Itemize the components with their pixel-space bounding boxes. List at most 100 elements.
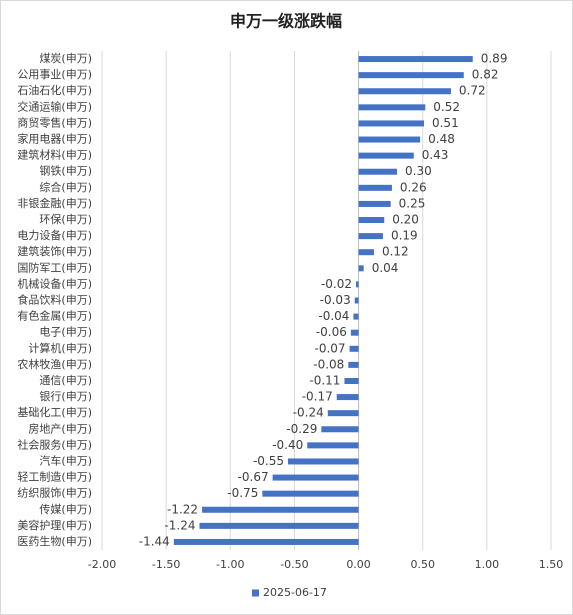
bar xyxy=(358,200,391,207)
y-tick-label: 交通运输(申万) xyxy=(17,99,92,113)
bar xyxy=(358,88,451,95)
bar xyxy=(358,104,426,111)
y-tick-label: 家用电器(申万) xyxy=(17,132,92,146)
bar xyxy=(350,329,359,336)
data-label: -1.44 xyxy=(139,534,170,548)
y-tick-label: 轻工制造(申万) xyxy=(17,470,92,484)
x-tick-label: -1.00 xyxy=(216,558,244,571)
y-tick-label: 美容护理(申万) xyxy=(17,518,92,532)
y-tick-label: 计算机(申万) xyxy=(28,341,92,355)
bar xyxy=(288,458,359,465)
y-tick-label: 建筑材料(申万) xyxy=(17,148,92,162)
x-tick-label: 0.00 xyxy=(346,558,371,571)
data-label: 0.26 xyxy=(400,180,427,194)
y-tick-label: 建筑装饰(申万) xyxy=(17,244,92,258)
data-label: 0.30 xyxy=(405,164,432,178)
data-label: 0.19 xyxy=(391,229,418,243)
y-tick-label: 环保(申万) xyxy=(39,212,92,226)
data-label: -0.03 xyxy=(320,293,351,307)
y-tick-label: 社会服务(申万) xyxy=(17,437,92,451)
bar xyxy=(354,297,359,304)
y-tick-label: 通信(申万) xyxy=(39,374,92,387)
data-label: -0.11 xyxy=(309,373,340,387)
data-label: 0.25 xyxy=(399,196,426,210)
legend-label: 2025-06-17 xyxy=(263,586,327,599)
bar xyxy=(262,490,359,497)
data-label: -1.24 xyxy=(164,518,195,532)
data-label: -1.22 xyxy=(167,502,198,516)
data-label: -0.40 xyxy=(272,438,303,452)
data-label: -0.04 xyxy=(318,309,349,323)
y-tick-label: 电力设备(申万) xyxy=(17,228,92,242)
data-label: -0.07 xyxy=(315,341,346,355)
bar xyxy=(358,168,398,175)
y-tick-label: 公用事业(申万) xyxy=(17,68,92,81)
bar xyxy=(356,281,359,288)
bar xyxy=(202,506,359,513)
bar xyxy=(358,233,383,240)
bar xyxy=(358,217,385,224)
bar xyxy=(344,377,359,384)
y-tick-label: 机械设备(申万) xyxy=(17,276,92,290)
bar xyxy=(358,184,392,191)
y-tick-label: 房地产(申万) xyxy=(28,421,92,435)
bar xyxy=(321,426,359,433)
x-tick-label: -2.00 xyxy=(88,558,116,571)
bar xyxy=(358,152,414,159)
data-label: -0.55 xyxy=(253,454,284,468)
y-tick-label: 汽车(申万) xyxy=(39,453,92,467)
data-label: 0.12 xyxy=(382,245,409,259)
bar xyxy=(358,120,424,127)
x-tick-label: -0.50 xyxy=(280,558,308,571)
data-label: -0.24 xyxy=(293,406,324,420)
y-tick-label: 煤炭(申万) xyxy=(39,52,92,65)
x-tick-label: 1.50 xyxy=(539,558,564,571)
bar xyxy=(358,136,421,143)
data-label: -0.08 xyxy=(313,357,344,371)
y-tick-label: 食品饮料(申万) xyxy=(17,293,92,307)
y-tick-label: 农林牧渔(申万) xyxy=(17,357,92,371)
y-tick-label: 有色金属(申万) xyxy=(17,309,92,323)
x-tick-label: 0.50 xyxy=(410,558,435,571)
bar xyxy=(349,345,359,352)
bar xyxy=(307,442,359,449)
data-label: 0.72 xyxy=(459,84,486,98)
bar xyxy=(336,394,359,401)
data-label: 0.89 xyxy=(481,52,508,66)
y-tick-label: 纺织服饰(申万) xyxy=(17,486,92,500)
data-label: 0.51 xyxy=(432,116,459,130)
bar xyxy=(199,522,359,529)
y-tick-label: 电子(申万) xyxy=(39,326,92,339)
legend-swatch xyxy=(252,589,259,597)
y-tick-label: 国防军工(申万) xyxy=(17,260,92,274)
data-label: -0.67 xyxy=(238,470,269,484)
bar xyxy=(348,361,359,368)
y-tick-label: 钢铁(申万) xyxy=(39,165,92,178)
data-label: -0.75 xyxy=(227,486,258,500)
bar xyxy=(358,72,464,79)
y-tick-label: 商贸零售(申万) xyxy=(17,115,92,129)
y-tick-label: 石油石化(申万) xyxy=(17,83,92,97)
bar xyxy=(353,313,359,320)
bar xyxy=(358,249,374,256)
data-label: -0.17 xyxy=(302,390,333,404)
y-tick-label: 综合(申万) xyxy=(39,180,92,194)
y-tick-label: 传媒(申万) xyxy=(39,503,92,516)
data-label: 0.04 xyxy=(372,261,399,275)
data-label: -0.02 xyxy=(321,277,352,291)
x-tick-label: -1.50 xyxy=(152,558,180,571)
bar xyxy=(358,56,473,63)
y-tick-label: 非银金融(申万) xyxy=(17,196,92,210)
bar xyxy=(327,410,359,417)
x-tick-label: 1.00 xyxy=(475,558,500,571)
bar xyxy=(272,474,359,481)
data-label: 0.48 xyxy=(428,132,455,146)
data-label: -0.06 xyxy=(316,325,347,339)
y-tick-label: 基础化工(申万) xyxy=(17,405,92,419)
y-tick-label: 医药生物(申万) xyxy=(17,534,92,548)
bar xyxy=(358,265,364,272)
data-label: -0.29 xyxy=(286,422,317,436)
data-label: 0.52 xyxy=(433,100,460,114)
bar xyxy=(173,538,359,545)
